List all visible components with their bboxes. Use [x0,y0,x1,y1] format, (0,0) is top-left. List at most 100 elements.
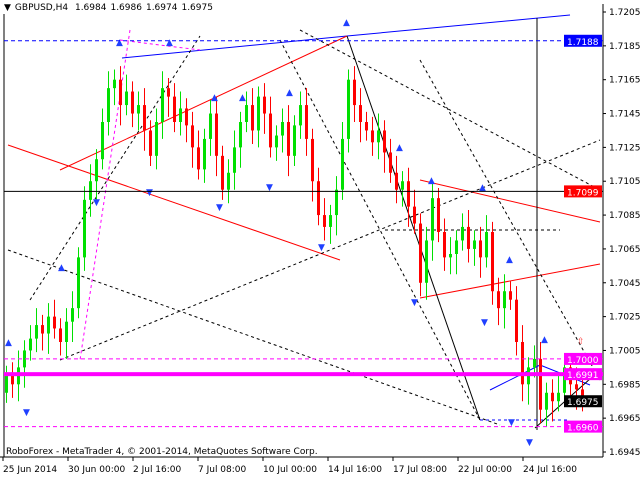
open-value: 1.6984 [74,3,107,13]
candle-body [11,375,14,385]
candle-body [545,392,548,410]
candle-body [395,172,398,190]
candle-body [335,189,338,216]
x-tick-label: 14 Jul 16:00 [328,465,382,475]
candle-body [557,392,560,402]
candle-body [35,325,38,339]
trend-line [59,35,348,171]
trend-line [419,179,601,223]
candle [551,379,554,422]
candle [173,83,176,133]
candle [395,155,398,204]
candle [461,213,464,251]
candle-body [317,181,320,216]
candle-body [263,96,266,114]
candle [137,91,140,131]
candle-body [389,152,392,173]
candle-body [107,88,110,122]
candle [449,237,452,275]
y-tick-label: 1.7145 [609,110,640,120]
trend-line [79,29,131,361]
candle [545,382,548,427]
candle [359,88,362,143]
fractal-down-icon: ▼ [266,183,273,193]
candle-body [341,138,344,190]
y-tick-label: 1.7045 [609,279,640,289]
y-tick-label: 1.7125 [609,143,640,153]
candle [155,108,158,170]
candle-body [251,105,254,131]
low-value: 1.6974 [145,3,178,13]
candle-body [503,291,506,309]
y-tick-label: 1.7005 [609,346,640,356]
candle-body [173,96,176,122]
trend-line [119,39,201,51]
fractal-down-icon: ▼ [508,418,515,428]
price-level-badge [564,352,602,365]
y-tick-label: 1.6945 [609,448,640,458]
candle-body [455,240,458,254]
candle [185,98,188,143]
candle [71,291,74,342]
fractal-down-icon: ▼ [23,408,30,418]
y-tick-label: 1.7185 [609,42,640,52]
candle-body [221,155,224,190]
candle-body [425,240,428,283]
candle-body [575,384,578,390]
candle-body [299,105,302,126]
candle-body [473,240,476,249]
candle-body [485,231,488,258]
candle [311,128,314,202]
candle [209,99,212,156]
candle-body [401,181,404,190]
candle-body [185,108,188,126]
fractal-down-icon: ▼ [411,298,418,308]
candle-body [239,121,242,148]
candle-body [125,91,128,106]
candle [419,213,422,297]
candle [467,209,470,263]
candle-body [191,125,194,148]
y-tick-label: 1.6985 [609,380,640,390]
price-level-label: 1.7188 [567,38,599,48]
candle [89,164,92,217]
candle-body [209,113,212,139]
candle [305,88,308,156]
dropdown-triangle-icon[interactable]: ▼ [4,3,11,13]
candle [413,189,416,234]
candle [215,96,218,177]
candle [557,375,560,412]
candle [149,120,152,166]
price-level-badge [564,185,602,198]
candle-body [371,130,374,143]
candle [179,91,182,136]
candle [389,138,392,183]
trend-line [346,14,571,37]
candle-body [491,231,494,292]
candle [347,69,350,153]
candle [245,91,248,133]
candle-body [59,328,62,342]
close-value: 1.6975 [181,3,213,13]
y-tick-label: 1.7205 [609,8,640,18]
candle [527,357,530,405]
price-level-label: 1.6991 [567,371,599,381]
fractal-up-icon: ▲ [211,93,218,103]
candle [497,277,500,326]
y-tick-label: 1.7065 [609,245,640,255]
candle-body [149,130,152,156]
candle [29,325,32,361]
candle-body [29,338,32,351]
candle [53,299,56,339]
candle [197,130,200,180]
price-level-badge [564,420,602,433]
x-tick-label: 10 Jul 00:00 [263,465,317,475]
candle [329,204,332,244]
candle-body [71,308,74,322]
x-tick-label: 30 Jun 00:00 [68,465,125,475]
candle-body [113,79,116,89]
x-tick-label: 24 Jul 16:00 [523,465,577,475]
candle [479,226,482,278]
candle [485,215,488,268]
